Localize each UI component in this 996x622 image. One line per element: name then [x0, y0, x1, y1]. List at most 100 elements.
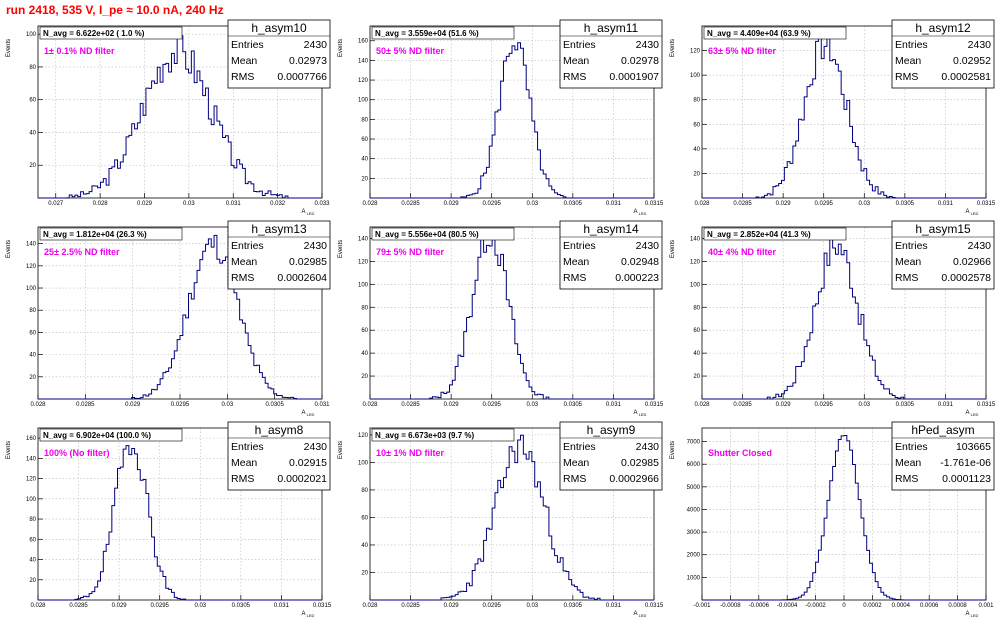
y-tick-label: 60 — [361, 328, 368, 334]
stats-name: Entries — [231, 441, 264, 453]
stats-value: 2430 — [636, 39, 660, 51]
x-tick-label: 0.0295 — [151, 603, 170, 609]
x-axis-title: A LED — [966, 209, 979, 216]
x-tick-label: 0.031 — [938, 201, 954, 207]
stats-title: h_asym10 — [251, 21, 307, 35]
y-tick-label: 80 — [29, 517, 36, 523]
x-tick-label: 0.0285 — [733, 402, 752, 408]
x-tick-label: 0.029 — [444, 201, 460, 207]
y-tick-label: 2000 — [687, 553, 701, 559]
stats-value: 2430 — [636, 240, 660, 252]
navg-box — [39, 26, 183, 40]
x-tick-label: 0 — [842, 603, 846, 609]
y-axis-title: Events — [338, 441, 344, 459]
x-tick-label: -0.0002 — [805, 603, 826, 609]
stats-name: Entries — [895, 240, 928, 252]
filter-label: 79± 5% ND filter — [376, 247, 444, 257]
stats-value: 0.000223 — [615, 272, 659, 284]
y-tick-label: 80 — [29, 65, 36, 71]
stats-title: h_asym8 — [255, 423, 304, 437]
y-axis-title: Events — [6, 240, 12, 258]
y-tick-label: 140 — [690, 236, 701, 242]
y-axis-title: Events — [670, 240, 676, 258]
stats-value: 0.0002581 — [941, 71, 991, 83]
y-tick-label: 100 — [690, 73, 701, 79]
stats-value: 2430 — [304, 240, 328, 252]
navg-label: N_avg = 2.852e+04 (41.3 %) — [707, 230, 811, 239]
x-tick-label: 0.031 — [606, 201, 622, 207]
y-tick-label: 60 — [29, 98, 36, 104]
y-tick-label: 160 — [358, 39, 369, 45]
stats-box — [891, 421, 995, 491]
histogram-line — [702, 29, 986, 199]
navg-box — [371, 227, 515, 241]
plot-frame — [37, 427, 323, 601]
histogram-line — [370, 233, 654, 400]
x-tick-label: 0.0285 — [76, 402, 95, 408]
y-tick-label: 120 — [358, 433, 369, 439]
filter-label: 100% (No filter) — [44, 448, 110, 458]
y-tick-label: 120 — [358, 78, 369, 84]
navg-box — [39, 227, 183, 241]
histogram-line — [702, 238, 986, 400]
y-tick-label: 40 — [29, 353, 36, 359]
histogram-line — [38, 234, 322, 400]
x-tick-label: 0.028 — [30, 402, 46, 408]
x-tick-label: 0.03 — [194, 603, 206, 609]
x-axis-title: A LED — [302, 209, 315, 216]
x-tick-label: -0.0004 — [777, 603, 798, 609]
y-tick-label: 100 — [26, 497, 37, 503]
y-tick-label: 100 — [358, 460, 369, 466]
y-tick-label: 20 — [693, 374, 700, 380]
y-tick-label: 40 — [693, 147, 700, 153]
x-tick-label: -0.001 — [693, 603, 711, 609]
stats-value: 0.02952 — [953, 55, 991, 67]
y-tick-label: 40 — [361, 351, 368, 357]
x-tick-label: 0.031 — [274, 603, 290, 609]
stats-name: Entries — [895, 441, 928, 453]
y-tick-label: 20 — [361, 176, 368, 182]
x-tick-label: 0.03 — [183, 201, 195, 207]
plot-frame — [701, 25, 987, 199]
x-tick-label: 0.028 — [362, 402, 378, 408]
stats-value: 0.02985 — [289, 256, 327, 268]
x-tick-label: 0.031 — [606, 603, 622, 609]
x-axis-title: A LED — [302, 410, 315, 417]
plot-frame — [369, 226, 655, 400]
navg-label: N_avg = 3.559e+04 (51.6 %) — [375, 29, 479, 38]
stats-name: Mean — [231, 457, 257, 469]
x-tick-label: 0.03 — [858, 201, 870, 207]
stats-name: Mean — [231, 55, 257, 67]
y-tick-label: 120 — [26, 264, 37, 270]
y-tick-label: 100 — [26, 32, 37, 38]
y-tick-label: 3000 — [687, 530, 701, 536]
navg-box — [371, 428, 515, 442]
x-tick-label: 0.0305 — [564, 402, 583, 408]
stats-box — [227, 19, 331, 89]
y-tick-label: 140 — [26, 456, 37, 462]
stats-name: Mean — [895, 256, 921, 268]
x-tick-label: 0.028 — [30, 603, 46, 609]
filter-label: Shutter Closed — [708, 448, 772, 458]
y-tick-label: 40 — [361, 543, 368, 549]
x-tick-label: 0.031 — [226, 201, 242, 207]
x-tick-label: 0.0295 — [483, 402, 502, 408]
y-tick-label: 40 — [29, 558, 36, 564]
stats-value: 0.0002966 — [609, 473, 659, 485]
stats-name: Entries — [563, 441, 596, 453]
x-tick-label: 0.033 — [314, 201, 330, 207]
navg-box — [39, 428, 183, 442]
y-tick-label: 20 — [29, 578, 36, 584]
x-tick-label: 0.0295 — [815, 201, 834, 207]
stats-title: h_asym12 — [915, 21, 971, 35]
histogram-line — [370, 434, 654, 601]
stats-box — [559, 220, 663, 290]
y-tick-label: 100 — [358, 98, 369, 104]
y-axis-title: Events — [338, 39, 344, 57]
stats-name: RMS — [563, 272, 586, 284]
x-tick-label: 0.032 — [270, 201, 286, 207]
y-tick-label: 120 — [690, 259, 701, 265]
x-tick-label: 0.028 — [362, 201, 378, 207]
y-tick-label: 80 — [29, 308, 36, 314]
x-tick-label: 0.0004 — [892, 603, 911, 609]
